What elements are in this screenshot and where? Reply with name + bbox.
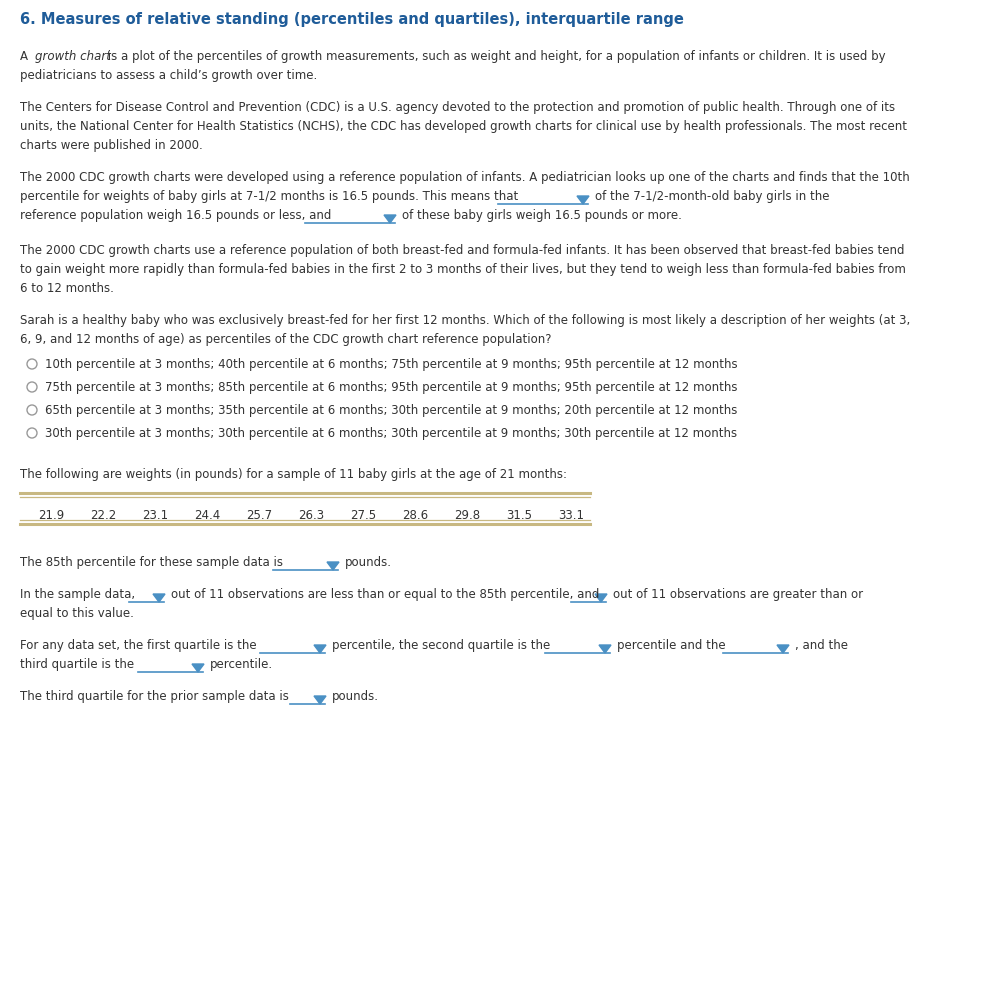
Text: 21.9: 21.9: [38, 509, 64, 522]
Text: 6 to 12 months.: 6 to 12 months.: [20, 282, 113, 295]
Text: pounds.: pounds.: [345, 556, 391, 569]
Text: The Centers for Disease Control and Prevention (CDC) is a U.S. agency devoted to: The Centers for Disease Control and Prev…: [20, 100, 895, 114]
Text: to gain weight more rapidly than formula-fed babies in the first 2 to 3 months o: to gain weight more rapidly than formula…: [20, 263, 905, 276]
Polygon shape: [314, 696, 326, 703]
Polygon shape: [776, 645, 788, 653]
Circle shape: [27, 382, 37, 392]
Text: 33.1: 33.1: [558, 509, 584, 522]
Text: percentile for weights of baby girls at 7-1/2 months is 16.5 pounds. This means : percentile for weights of baby girls at …: [20, 190, 518, 203]
Text: A: A: [20, 50, 32, 63]
Text: 25.7: 25.7: [246, 509, 272, 522]
Text: 24.4: 24.4: [194, 509, 220, 522]
Text: 31.5: 31.5: [506, 509, 532, 522]
Polygon shape: [327, 562, 339, 570]
Polygon shape: [192, 664, 204, 672]
Text: 29.8: 29.8: [453, 509, 479, 522]
Text: The 2000 CDC growth charts use a reference population of both breast-fed and for: The 2000 CDC growth charts use a referen…: [20, 244, 904, 257]
Text: 30th percentile at 3 months; 30th percentile at 6 months; 30th percentile at 9 m: 30th percentile at 3 months; 30th percen…: [45, 427, 736, 440]
Text: percentile.: percentile.: [210, 658, 273, 671]
Circle shape: [27, 359, 37, 369]
Polygon shape: [595, 594, 607, 602]
Text: third quartile is the: third quartile is the: [20, 658, 134, 671]
Text: The following are weights (in pounds) for a sample of 11 baby girls at the age o: The following are weights (in pounds) fo…: [20, 468, 567, 481]
Text: 26.3: 26.3: [298, 509, 324, 522]
Text: percentile and the: percentile and the: [617, 639, 725, 652]
Text: pounds.: pounds.: [332, 690, 378, 704]
Text: out of 11 observations are greater than or: out of 11 observations are greater than …: [613, 588, 863, 601]
Text: 6. Measures of relative standing (percentiles and quartiles), interquartile rang: 6. Measures of relative standing (percen…: [20, 12, 683, 27]
Text: 23.1: 23.1: [141, 509, 168, 522]
Text: 27.5: 27.5: [350, 509, 376, 522]
Text: , and the: , and the: [794, 639, 848, 652]
Circle shape: [27, 428, 37, 438]
Text: The third quartile for the prior sample data is: The third quartile for the prior sample …: [20, 690, 289, 704]
Text: 22.2: 22.2: [90, 509, 116, 522]
Text: reference population weigh 16.5 pounds or less, and: reference population weigh 16.5 pounds o…: [20, 209, 331, 222]
Text: units, the National Center for Health Statistics (NCHS), the CDC has developed g: units, the National Center for Health St…: [20, 120, 906, 133]
Polygon shape: [314, 645, 326, 653]
Text: For any data set, the first quartile is the: For any data set, the first quartile is …: [20, 639, 257, 652]
Text: equal to this value.: equal to this value.: [20, 607, 133, 620]
Text: is a plot of the percentiles of growth measurements, such as weight and height, : is a plot of the percentiles of growth m…: [104, 50, 885, 63]
Text: 6, 9, and 12 months of age) as percentiles of the CDC growth chart reference pop: 6, 9, and 12 months of age) as percentil…: [20, 333, 551, 346]
Text: 75th percentile at 3 months; 85th percentile at 6 months; 95th percentile at 9 m: 75th percentile at 3 months; 85th percen…: [45, 381, 737, 394]
Text: growth chart: growth chart: [35, 50, 110, 63]
Text: out of 11 observations are less than or equal to the 85th percentile, and: out of 11 observations are less than or …: [171, 588, 599, 601]
Text: pediatricians to assess a child’s growth over time.: pediatricians to assess a child’s growth…: [20, 69, 317, 82]
Text: Sarah is a healthy baby who was exclusively breast-fed for her first 12 months. : Sarah is a healthy baby who was exclusiv…: [20, 314, 910, 327]
Text: The 2000 CDC growth charts were developed using a reference population of infant: The 2000 CDC growth charts were develope…: [20, 171, 909, 184]
Text: of these baby girls weigh 16.5 pounds or more.: of these baby girls weigh 16.5 pounds or…: [401, 209, 681, 222]
Polygon shape: [577, 196, 589, 204]
Polygon shape: [599, 645, 611, 653]
Text: The 85th percentile for these sample data is: The 85th percentile for these sample dat…: [20, 556, 283, 569]
Text: In the sample data,: In the sample data,: [20, 588, 135, 601]
Text: 28.6: 28.6: [401, 509, 427, 522]
Text: of the 7-1/2-month-old baby girls in the: of the 7-1/2-month-old baby girls in the: [595, 190, 828, 203]
Polygon shape: [383, 215, 395, 223]
Text: 10th percentile at 3 months; 40th percentile at 6 months; 75th percentile at 9 m: 10th percentile at 3 months; 40th percen…: [45, 358, 737, 371]
Text: charts were published in 2000.: charts were published in 2000.: [20, 139, 203, 152]
Text: percentile, the second quartile is the: percentile, the second quartile is the: [332, 639, 550, 652]
Circle shape: [27, 405, 37, 415]
Text: 65th percentile at 3 months; 35th percentile at 6 months; 30th percentile at 9 m: 65th percentile at 3 months; 35th percen…: [45, 404, 736, 417]
Polygon shape: [152, 594, 164, 602]
